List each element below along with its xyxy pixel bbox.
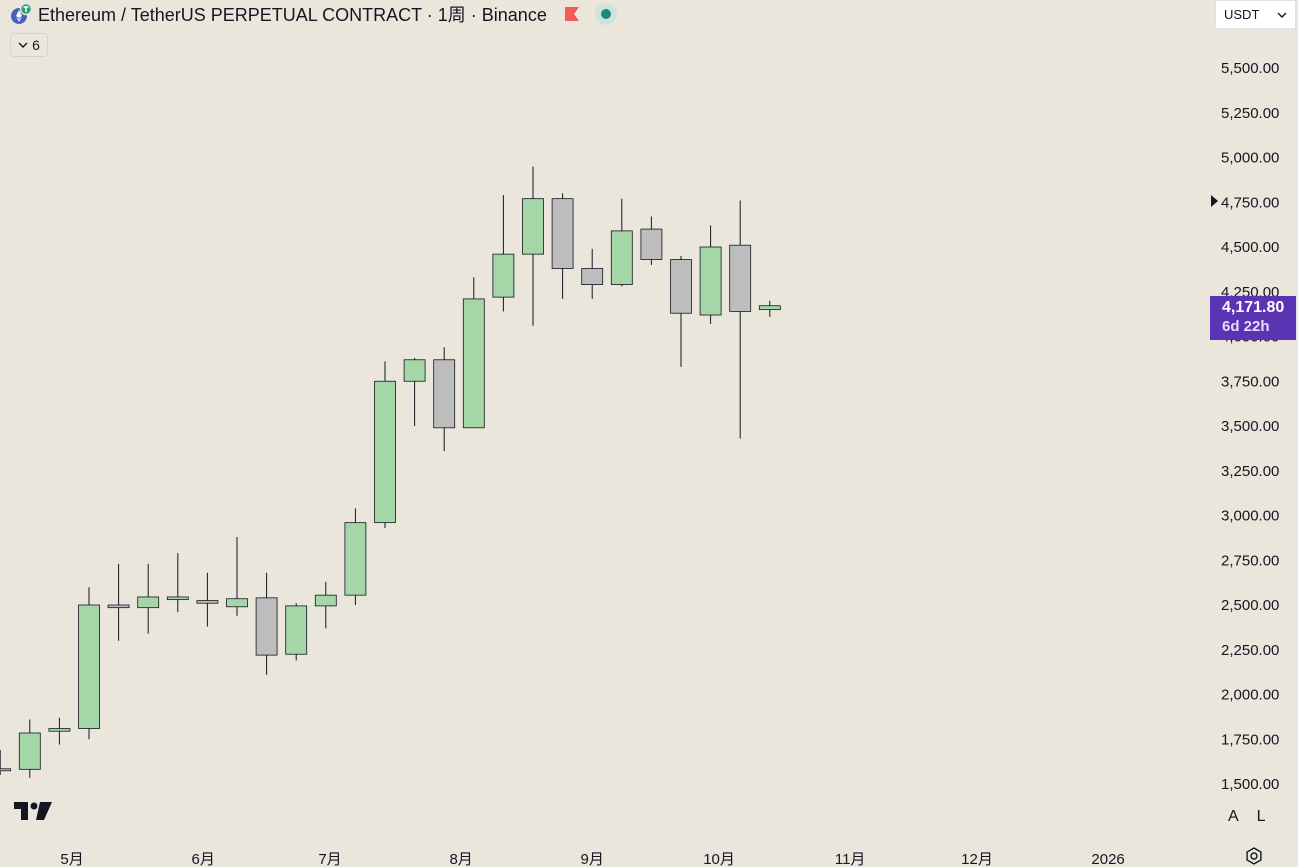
y-tick-label: 3,000.00 — [1221, 508, 1279, 525]
candle-body[interactable] — [78, 604, 100, 729]
candle-body[interactable] — [462, 298, 485, 429]
candle-body[interactable] — [522, 198, 544, 255]
last-price: 4,171.80 — [1222, 299, 1285, 316]
y-tick-label: 5,500.00 — [1221, 60, 1279, 77]
y-tick-label: 4,500.00 — [1221, 239, 1279, 256]
symbol-title[interactable]: Ethereum / TetherUS PERPETUAL CONTRACT ·… — [38, 5, 547, 25]
candle-body[interactable] — [196, 600, 219, 604]
candle-body[interactable] — [699, 246, 722, 316]
flag-icon[interactable] — [563, 5, 581, 23]
candle-body[interactable] — [758, 305, 781, 311]
tradingview-logo[interactable] — [14, 800, 54, 822]
candle-body[interactable] — [255, 597, 278, 656]
candle-body[interactable] — [48, 728, 71, 732]
ethereum-tether-icon — [10, 2, 33, 25]
candle-body[interactable] — [492, 253, 515, 298]
x-tick-label: 2026 — [1091, 851, 1124, 867]
x-tick-label: 9月 — [581, 851, 604, 867]
y-tick-label: 5,250.00 — [1221, 105, 1279, 122]
x-tick-label: 12月 — [961, 851, 993, 867]
candle-body[interactable] — [107, 604, 130, 609]
settings-gear-icon[interactable] — [1245, 847, 1263, 865]
candle-body[interactable] — [285, 605, 308, 655]
candle-body[interactable] — [581, 268, 604, 285]
x-tick-label: 6月 — [191, 851, 214, 867]
auto-scale-button[interactable]: A — [1228, 808, 1239, 825]
candle-body[interactable] — [610, 230, 633, 285]
candle-body[interactable] — [670, 259, 692, 314]
y-tick-label: 3,250.00 — [1221, 463, 1279, 480]
x-tick-label: 7月 — [318, 851, 341, 867]
y-tick-label: 5,000.00 — [1221, 150, 1279, 167]
y-tick-label: 2,000.00 — [1221, 687, 1279, 704]
price-pointer-icon — [1211, 195, 1218, 207]
log-scale-button[interactable]: L — [1256, 808, 1266, 825]
indicators-collapse-button[interactable]: 6 — [10, 33, 48, 57]
x-tick-label: 8月 — [449, 851, 472, 867]
y-tick-label: 4,750.00 — [1221, 194, 1279, 211]
axis-mode-buttons: A L — [1228, 808, 1266, 826]
x-tick-label: 5月 — [60, 851, 83, 867]
candle-body[interactable] — [0, 768, 12, 772]
candle-body[interactable] — [166, 596, 189, 601]
bar-countdown: 6d 22h — [1222, 318, 1270, 335]
y-tick-label: 2,500.00 — [1221, 597, 1279, 614]
y-tick-label: 1,500.00 — [1221, 776, 1279, 793]
candle-body[interactable] — [433, 359, 456, 429]
candle-body[interactable] — [18, 732, 41, 770]
candle-body[interactable] — [403, 359, 426, 382]
currency-value: USDT — [1224, 7, 1260, 22]
indicator-count: 6 — [32, 37, 40, 53]
y-tick-label: 2,250.00 — [1221, 642, 1279, 659]
last-price-badge: 4,171.80 6d 22h — [1210, 296, 1296, 340]
candle-body[interactable] — [137, 596, 160, 609]
x-tick-label: 11月 — [835, 851, 866, 867]
candle-body[interactable] — [344, 522, 367, 596]
candle-body[interactable] — [551, 198, 574, 269]
currency-select[interactable]: USDT — [1215, 0, 1296, 29]
x-tick-label: 10月 — [703, 851, 735, 867]
candle-body[interactable] — [226, 598, 248, 608]
candle-body[interactable] — [640, 228, 663, 260]
chevron-down-icon — [1277, 12, 1287, 18]
candle-body[interactable] — [314, 594, 337, 607]
chevron-down-icon — [18, 42, 28, 48]
chart-header: Ethereum / TetherUS PERPETUAL CONTRACT ·… — [10, 2, 617, 26]
candle-body[interactable] — [729, 244, 752, 312]
y-tick-label: 1,750.00 — [1221, 731, 1279, 748]
y-tick-label: 3,750.00 — [1221, 373, 1279, 390]
y-tick-label: 3,500.00 — [1221, 418, 1279, 435]
market-status-icon[interactable] — [594, 3, 617, 25]
y-tick-label: 2,750.00 — [1221, 552, 1279, 569]
candle-body[interactable] — [374, 380, 396, 524]
